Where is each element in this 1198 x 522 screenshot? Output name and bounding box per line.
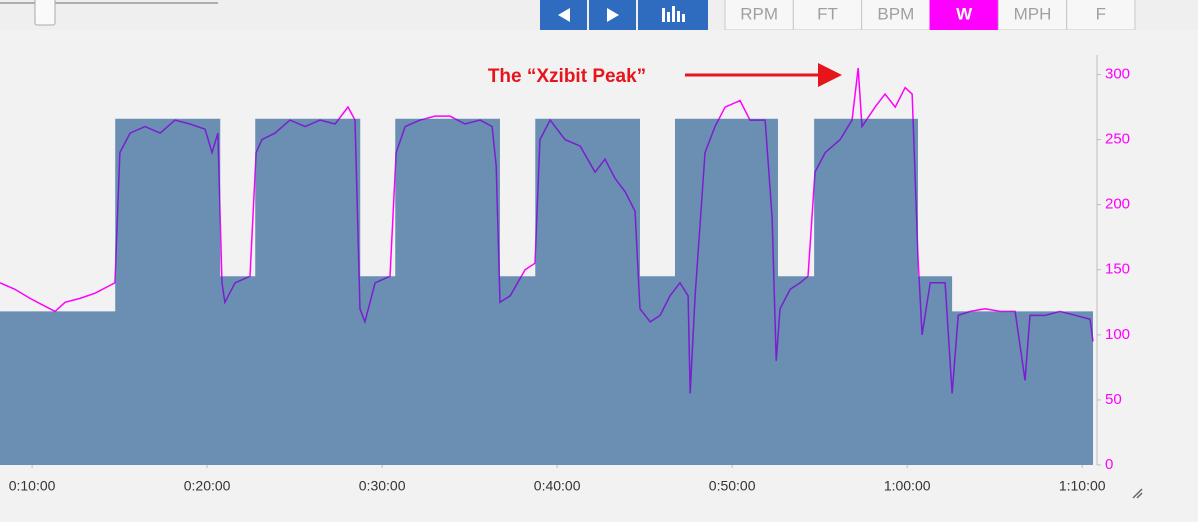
y-tick-label: 200 xyxy=(1105,196,1130,213)
unit-label: MPH xyxy=(1014,4,1052,23)
target-area xyxy=(0,118,1093,466)
x-tick-label: 0:50:00 xyxy=(709,478,756,494)
x-tick-label: 0:10:00 xyxy=(9,478,56,494)
unit-button[interactable] xyxy=(1066,0,1136,31)
unit-label: W xyxy=(956,4,973,23)
x-tick-label: 1:10:00 xyxy=(1059,478,1106,494)
x-tick-label: 0:30:00 xyxy=(359,478,406,494)
unit-label: BPM xyxy=(877,4,914,23)
nav-buttons xyxy=(540,0,708,30)
power-line xyxy=(0,118,1093,394)
y-tick-label: 250 xyxy=(1105,131,1130,148)
plot-area: 0 50 100 150 200 250 300 0:10:00 0:20:00 0:30:00 0… xyxy=(0,55,1130,494)
unit-label: RPM xyxy=(740,4,778,23)
unit-label: F xyxy=(1096,4,1106,23)
unit-toggle-group: RPM FT BPM W MPH F xyxy=(724,0,1136,31)
y-tick-label: 100 xyxy=(1105,326,1130,343)
unit-label: FT xyxy=(817,4,838,23)
unit-button[interactable] xyxy=(861,0,931,31)
x-tick-label: 1:00:00 xyxy=(884,478,931,494)
prev-icon xyxy=(558,8,570,22)
bar-icon xyxy=(662,6,685,22)
y-tick-label: 0 xyxy=(1105,456,1113,473)
y-tick-label: 300 xyxy=(1105,65,1130,82)
x-tick-label: 0:20:00 xyxy=(184,478,231,494)
y-tick-label: 50 xyxy=(1105,391,1122,408)
unit-button[interactable] xyxy=(929,0,999,31)
annotation: The “Xzibit Peak” xyxy=(488,66,646,87)
resize-grip[interactable] xyxy=(1132,488,1143,499)
zoom-slider-knob[interactable] xyxy=(34,0,56,26)
next-icon xyxy=(607,8,619,22)
y-tick-label: 150 xyxy=(1105,261,1130,278)
x-tick-label: 0:40:00 xyxy=(534,478,581,494)
